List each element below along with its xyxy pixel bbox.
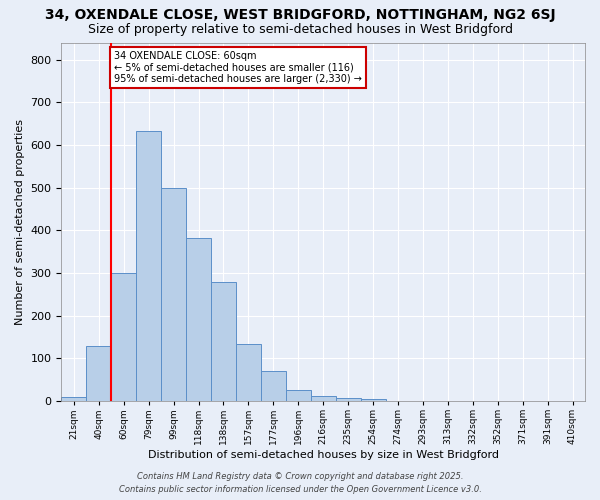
Text: 34 OXENDALE CLOSE: 60sqm
← 5% of semi-detached houses are smaller (116)
95% of s: 34 OXENDALE CLOSE: 60sqm ← 5% of semi-de… (114, 51, 362, 84)
X-axis label: Distribution of semi-detached houses by size in West Bridgford: Distribution of semi-detached houses by … (148, 450, 499, 460)
Bar (111, 273, 136, 401)
Bar (61, 397, 86, 401)
Bar (161, 188, 186, 401)
Y-axis label: Number of semi-detached properties: Number of semi-detached properties (15, 119, 25, 325)
Bar (261, 371, 286, 401)
Bar (211, 282, 236, 401)
Bar (361, 399, 386, 401)
Text: Size of property relative to semi-detached houses in West Bridgford: Size of property relative to semi-detach… (88, 22, 512, 36)
Bar (335, 398, 361, 401)
Bar (236, 344, 261, 401)
Text: Contains HM Land Registry data © Crown copyright and database right 2025.
Contai: Contains HM Land Registry data © Crown c… (119, 472, 481, 494)
Bar (186, 238, 211, 401)
Bar (136, 132, 161, 401)
Bar (311, 396, 335, 401)
Bar (286, 390, 311, 401)
Text: 34, OXENDALE CLOSE, WEST BRIDGFORD, NOTTINGHAM, NG2 6SJ: 34, OXENDALE CLOSE, WEST BRIDGFORD, NOTT… (44, 8, 556, 22)
Bar (86, 346, 111, 401)
